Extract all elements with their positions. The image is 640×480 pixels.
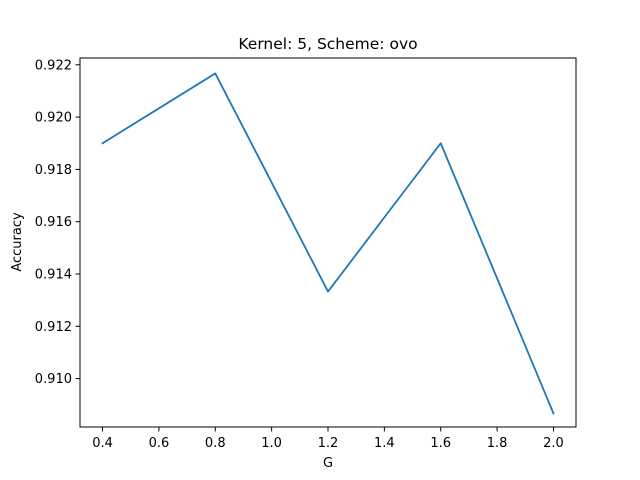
y-tick-label: 0.922 bbox=[35, 58, 72, 73]
series-group bbox=[101, 72, 555, 415]
x-tick-label: 1.2 bbox=[318, 436, 339, 451]
series-line bbox=[101, 72, 555, 415]
y-tick-label: 0.916 bbox=[35, 215, 72, 230]
x-tick-label: 1.0 bbox=[261, 436, 282, 451]
y-tick-label: 0.918 bbox=[35, 163, 72, 178]
x-tick-label: 1.8 bbox=[487, 436, 508, 451]
x-tick-label: 2.0 bbox=[543, 436, 564, 451]
x-axis-label: G bbox=[323, 456, 333, 471]
x-tick-label: 0.8 bbox=[205, 436, 226, 451]
y-axis-ticks: 0.910 0.912 0.914 0.916 0.918 0.920 0.922 bbox=[35, 58, 80, 387]
x-tick-label: 1.4 bbox=[374, 436, 395, 451]
x-axis-ticks: 0.4 0.6 0.8 1.0 1.2 1.4 1.6 1.8 2.0 bbox=[92, 427, 564, 451]
y-tick-label: 0.914 bbox=[35, 268, 72, 283]
y-tick-label: 0.920 bbox=[35, 111, 72, 126]
y-tick-label: 0.910 bbox=[35, 372, 72, 387]
y-tick-label: 0.912 bbox=[35, 320, 72, 335]
y-axis-label: Accuracy bbox=[10, 212, 25, 272]
chart-title: Kernel: 5, Scheme: ovo bbox=[238, 35, 417, 53]
x-tick-label: 0.4 bbox=[92, 436, 113, 451]
x-tick-label: 1.6 bbox=[430, 436, 451, 451]
x-tick-label: 0.6 bbox=[149, 436, 170, 451]
